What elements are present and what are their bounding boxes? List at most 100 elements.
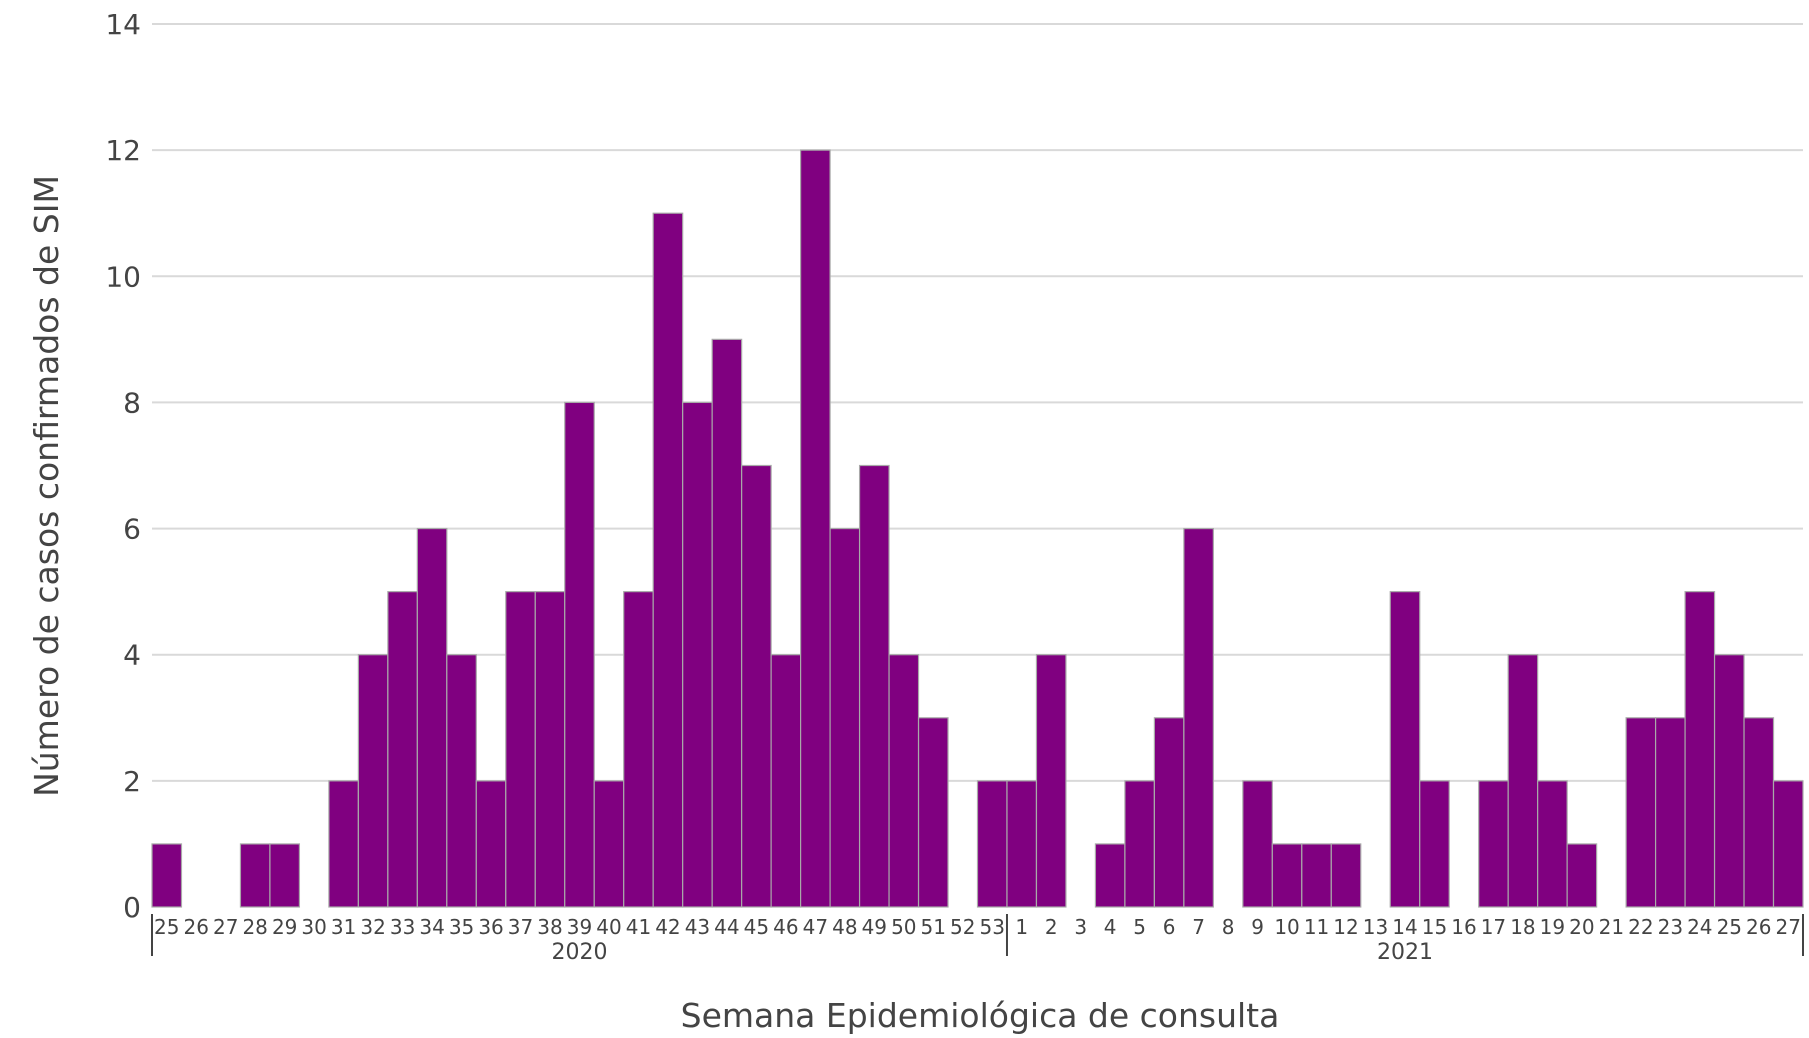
bar [475,780,507,908]
bar [1566,843,1598,908]
x-tick-label: 27 [1776,915,1801,939]
y-tick-label: 4 [123,639,141,672]
x-tick-label: 43 [685,915,710,939]
x-tick-label: 1 [1015,915,1028,939]
y-tick-label: 6 [123,513,141,546]
bar [1389,591,1421,908]
y-tick-label: 0 [123,891,141,924]
bar [829,527,861,908]
bar [623,591,654,908]
x-tick-label: 44 [714,915,739,939]
x-tick-label: 26 [183,915,208,939]
x-tick-label: 14 [1392,915,1417,939]
x-tick-label: 48 [832,915,857,939]
bar [357,654,389,908]
x-tick-label: 26 [1746,915,1771,939]
y-axis-title: Número de casos confirmados de SIM [27,175,66,797]
bar [888,654,920,908]
x-tick-label: 30 [301,915,326,939]
bar [682,401,713,908]
x-tick-label: 33 [390,915,415,939]
x-tick-label: 28 [242,915,267,939]
bar [1419,780,1450,908]
x-tick-label: 6 [1163,915,1176,939]
y-tick-label: 2 [123,765,141,798]
x-tick-label: 31 [331,915,356,939]
x-tick-label: 9 [1251,915,1264,939]
x-tick-label: 7 [1192,915,1205,939]
x-tick-label: 24 [1687,915,1712,939]
x-tick-label: 32 [360,915,385,939]
bar [1537,780,1568,908]
x-tick-label: 8 [1222,915,1235,939]
bar [1153,717,1185,908]
x-axis-groups: 2020 2021 [151,914,1804,965]
bar [446,654,477,908]
x-tick-label: 29 [272,915,297,939]
bar [800,149,831,908]
x-axis-ticks: 25 26 27 28 29 30 31 32 33 34 35 36 37 38 39 40 41 42 43 44… [154,915,1801,939]
bar [269,843,301,908]
bar [593,780,625,908]
bar [1242,780,1273,908]
bar [858,464,890,908]
bar [1478,780,1509,908]
x-tick-label: 50 [891,915,916,939]
x-tick-label: 46 [773,915,798,939]
x-tick-label: 23 [1658,915,1683,939]
x-tick-label: 5 [1133,915,1146,939]
x-tick-label: 41 [626,915,651,939]
bar [151,843,183,908]
x-tick-label: 52 [950,915,975,939]
bar [239,843,271,908]
bar [534,591,566,908]
bar [416,527,448,908]
x-tick-label: 36 [478,915,503,939]
x-tick-label: 4 [1104,915,1117,939]
x-tick-label: 47 [803,915,828,939]
bar [387,591,418,908]
x-tick-label: 45 [744,915,769,939]
bar [976,780,1008,908]
x-tick-label: 49 [862,915,887,939]
bar [328,780,359,908]
bar [1507,654,1539,908]
bar [1124,780,1155,908]
x-tick-label: 11 [1304,915,1329,939]
x-tick-label: 13 [1363,915,1388,939]
bar [1625,717,1657,908]
x-tick-label: 22 [1628,915,1653,939]
x-tick-label: 42 [655,915,680,939]
x-tick-label: 17 [1481,915,1506,939]
bar [1183,527,1214,908]
x-tick-label: 2 [1045,915,1058,939]
x-tick-label: 10 [1274,915,1299,939]
group-label: 2020 [551,940,607,965]
x-tick-label: 20 [1569,915,1594,939]
bar [1713,654,1745,908]
bar [1330,843,1362,908]
bar [505,591,536,908]
bar [564,401,595,908]
x-axis-title: Semana Epidemiológica de consulta [681,996,1280,1035]
x-tick-label: 18 [1510,915,1535,939]
bar [1301,843,1332,908]
x-tick-label: 37 [508,915,533,939]
y-tick-label: 8 [123,386,141,419]
bar [711,338,743,908]
bar [1094,843,1126,908]
x-tick-label: 19 [1540,915,1565,939]
y-tick-label: 14 [105,8,141,41]
x-tick-label: 39 [567,915,592,939]
bar [1271,843,1303,908]
bar [741,464,772,908]
x-tick-label: 15 [1422,915,1447,939]
x-tick-label: 25 [1717,915,1742,939]
bar [770,654,802,908]
bar [1654,717,1686,908]
x-tick-label: 21 [1599,915,1624,939]
x-tick-label: 12 [1333,915,1358,939]
bar [1035,654,1067,908]
x-tick-label: 35 [449,915,474,939]
